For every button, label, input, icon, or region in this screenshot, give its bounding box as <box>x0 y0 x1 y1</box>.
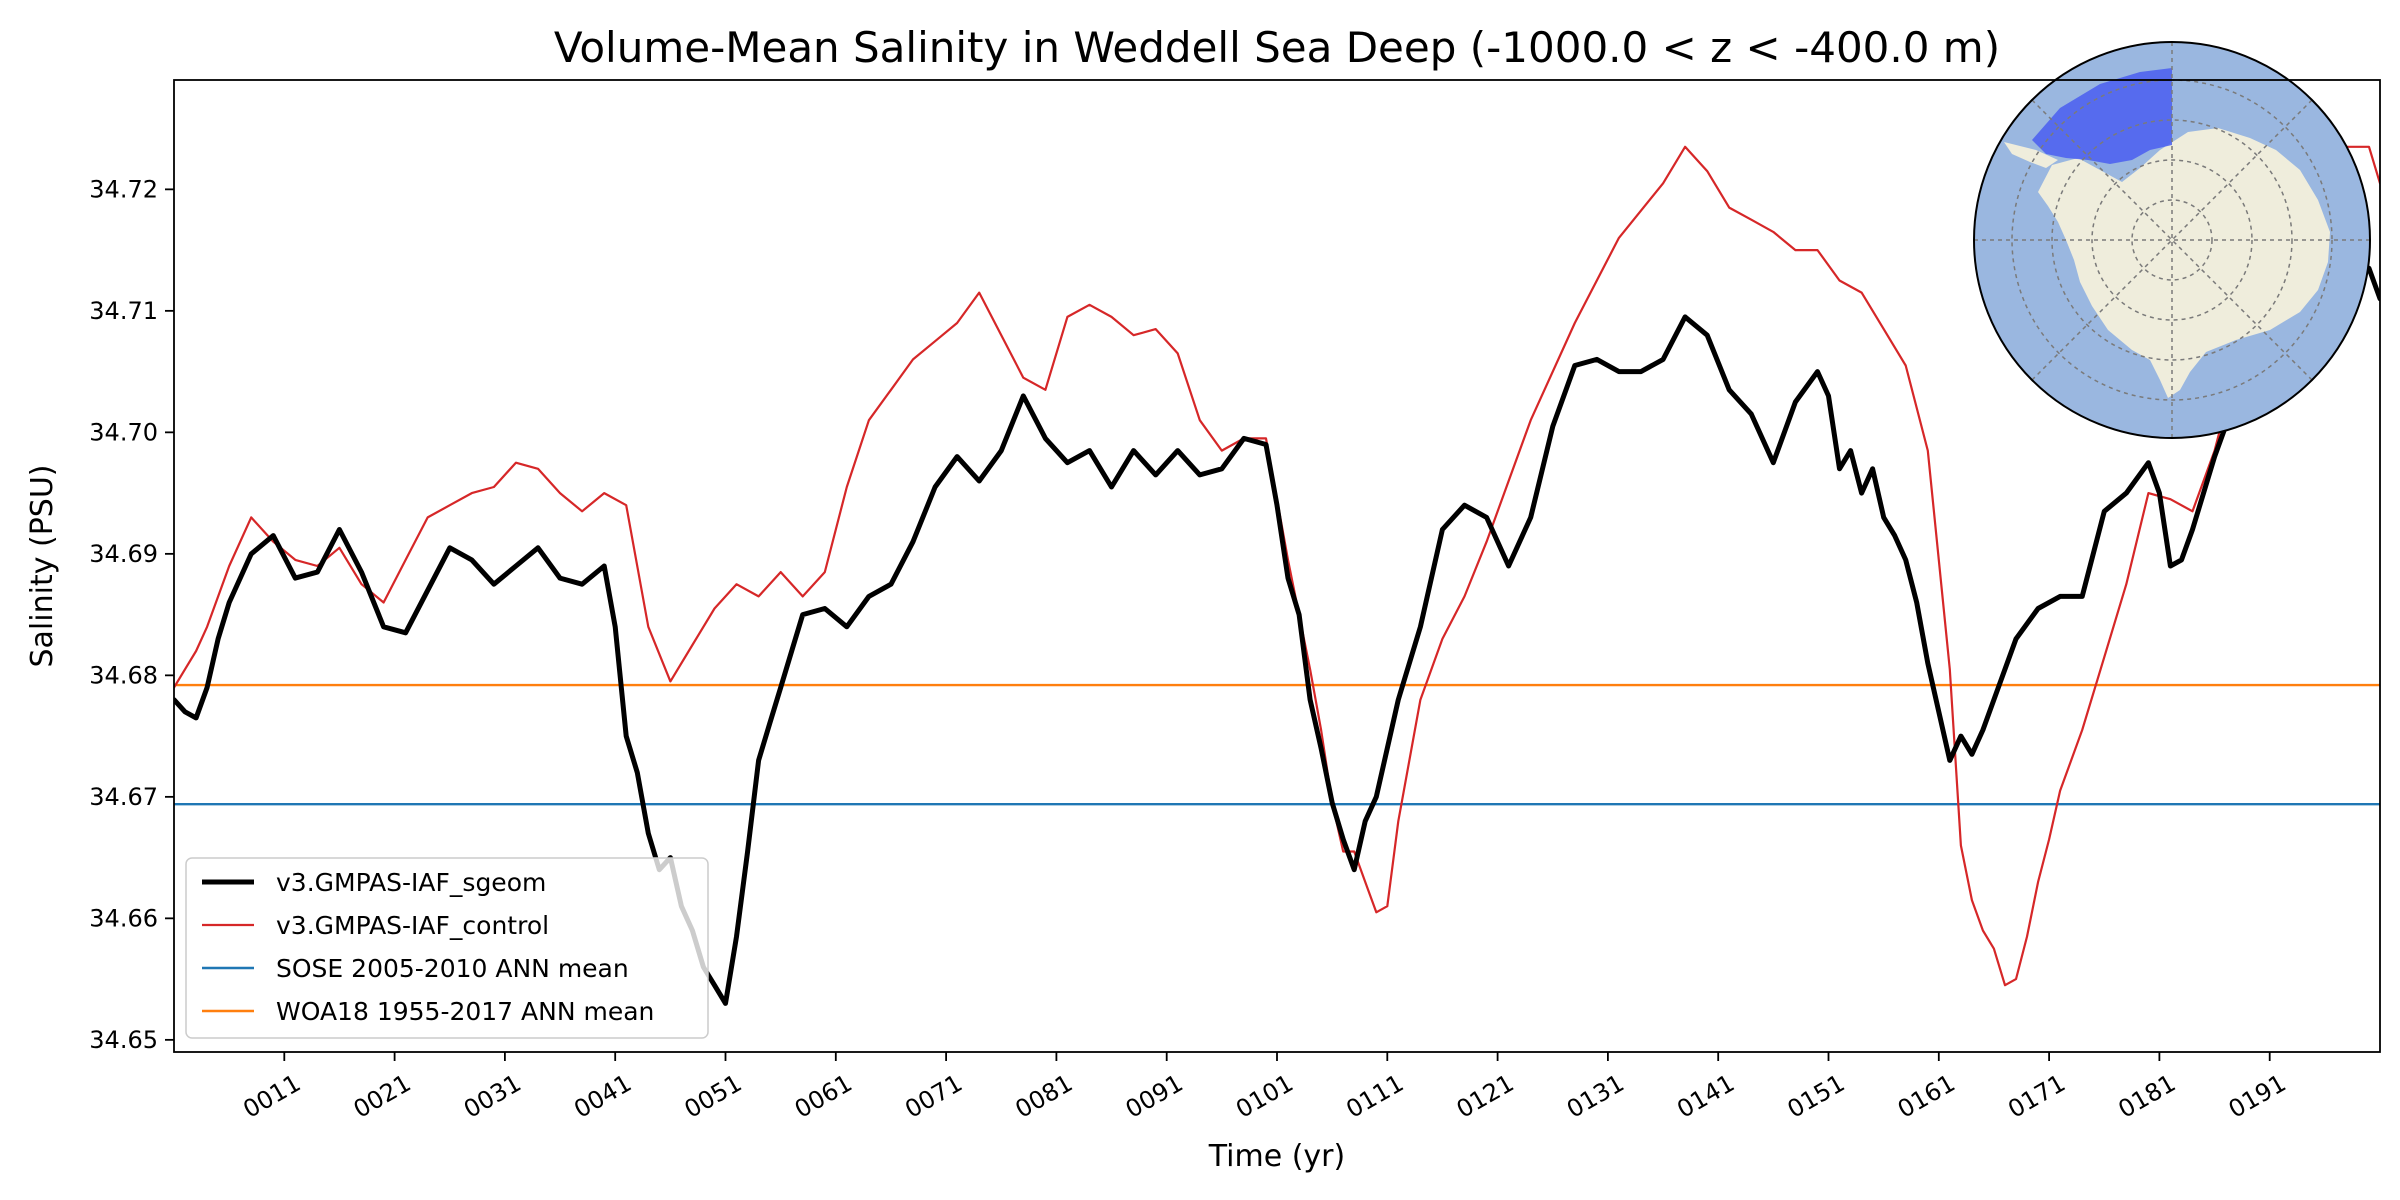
map-highlight-region <box>2032 68 2172 164</box>
x-tick-label: 0171 <box>2003 1069 2070 1124</box>
legend-label: v3.GMPAS-IAF_control <box>276 911 549 940</box>
y-tick-label: 34.65 <box>89 1026 158 1054</box>
x-tick-label: 0181 <box>2114 1069 2181 1124</box>
x-tick-label: 0061 <box>790 1069 857 1124</box>
series-line-0 <box>174 265 2380 1006</box>
x-tick-label: 0161 <box>1893 1069 1960 1124</box>
x-tick-label: 0091 <box>1121 1069 1188 1124</box>
map-land-peninsula <box>2004 142 2058 168</box>
x-tick-label: 0051 <box>680 1069 747 1124</box>
x-tick-label: 0151 <box>1783 1069 1850 1124</box>
x-tick-label: 0031 <box>459 1069 526 1124</box>
map-land-antarctica <box>2038 128 2330 398</box>
map-graticule <box>1974 42 2370 438</box>
legend-box <box>185 857 709 1039</box>
y-tick-label: 34.66 <box>89 904 158 932</box>
y-tick-label: 34.70 <box>89 418 158 446</box>
y-tick-label: 34.71 <box>89 297 158 325</box>
x-axis-label: Time (yr) <box>1208 1139 1345 1174</box>
series-layer <box>174 145 2380 1006</box>
legend-label: v3.GMPAS-IAF_sgeom <box>276 868 546 897</box>
y-tick-label: 34.68 <box>89 661 158 689</box>
inset-map <box>1973 41 2371 439</box>
x-tick-label: 0141 <box>1672 1069 1739 1124</box>
legend-label: WOA18 1955-2017 ANN mean <box>276 997 654 1026</box>
x-tick-label: 0121 <box>1452 1069 1519 1124</box>
series-line-1 <box>174 145 2380 987</box>
map-border <box>1973 41 2371 439</box>
y-tick-label: 34.72 <box>89 175 158 203</box>
x-tick-label: 0081 <box>1011 1069 1078 1124</box>
chart-title: Volume-Mean Salinity in Weddell Sea Deep… <box>554 23 2000 72</box>
x-axis: 0011 0021 0031 0041 0051 0061 0071 0081 0091 0101… <box>238 1052 2291 1124</box>
x-tick-label: 0101 <box>1231 1069 1298 1124</box>
x-tick-label: 0131 <box>1562 1069 1629 1124</box>
x-tick-label: 0191 <box>2224 1069 2291 1124</box>
legend: v3.GMPAS-IAF_sgeom v3.GMPAS-IAF_control SO… <box>185 857 709 1039</box>
x-tick-label: 0021 <box>349 1069 416 1124</box>
legend-label: SOSE 2005-2010 ANN mean <box>276 954 629 983</box>
x-tick-label: 0071 <box>900 1069 967 1124</box>
y-tick-label: 34.67 <box>89 783 158 811</box>
x-tick-label: 0041 <box>569 1069 636 1124</box>
x-tick-label: 0011 <box>238 1069 305 1124</box>
y-tick-label: 34.69 <box>89 540 158 568</box>
x-tick-label: 0111 <box>1341 1069 1408 1124</box>
y-axis: 34.65 34.66 34.67 34.68 34.69 34.70 34.71 34.72 <box>89 175 174 1054</box>
y-axis-label: Salinity (PSU) <box>25 465 60 668</box>
